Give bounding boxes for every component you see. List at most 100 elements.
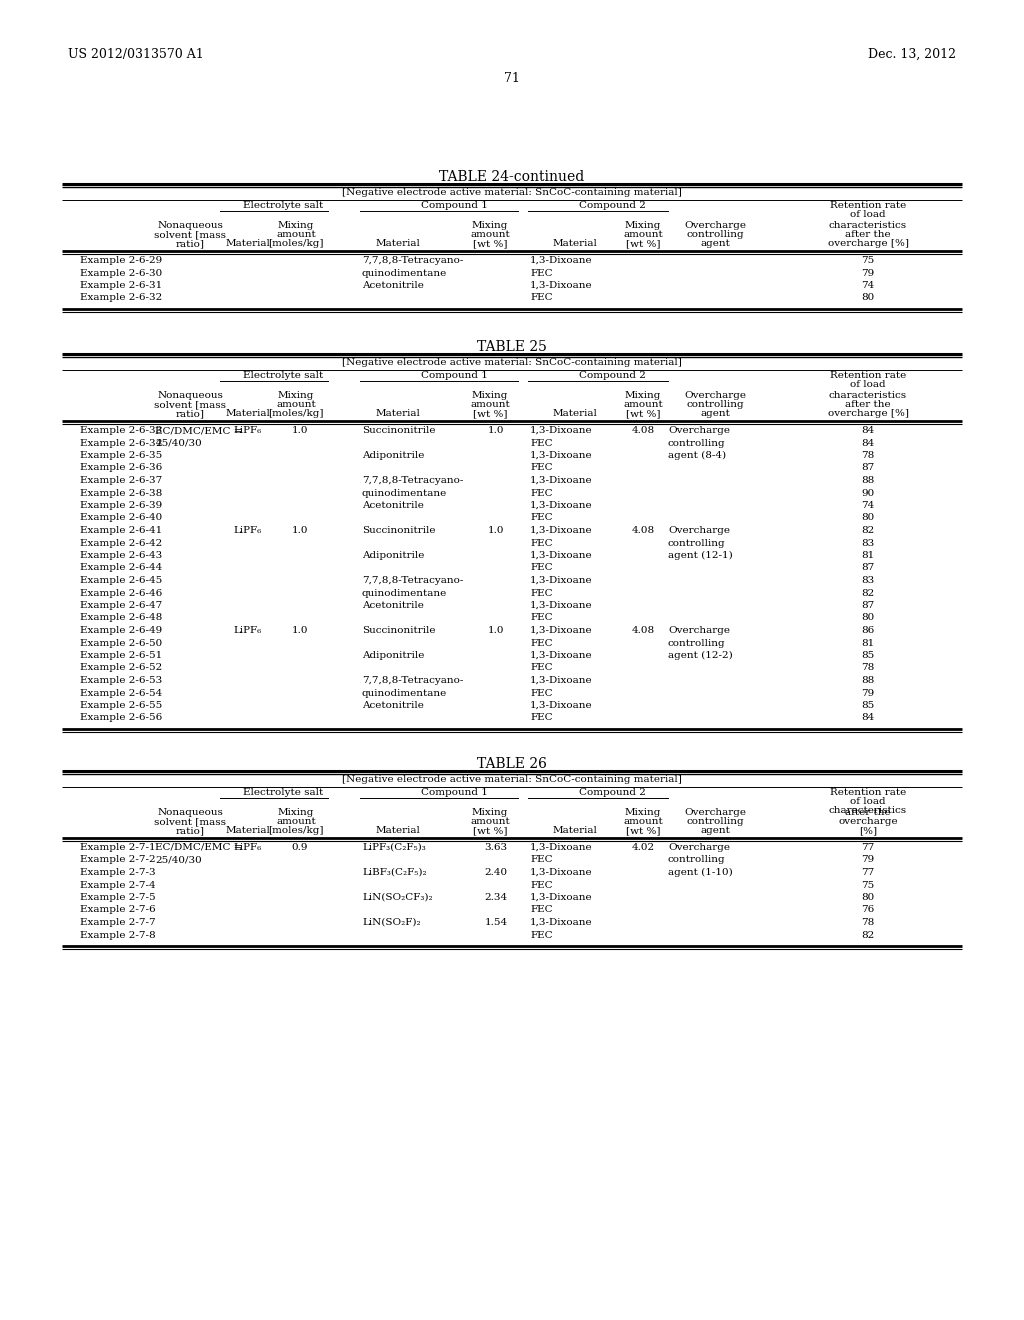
Text: 7,7,8,8-Tetracyano-: 7,7,8,8-Tetracyano- (362, 676, 464, 685)
Text: agent (12-1): agent (12-1) (668, 550, 733, 560)
Text: 1.0: 1.0 (292, 426, 308, 436)
Text: Nonaqueous: Nonaqueous (157, 220, 223, 230)
Text: 87: 87 (861, 564, 874, 573)
Text: 2.40: 2.40 (484, 869, 508, 876)
Text: Material: Material (376, 826, 421, 836)
Text: Compound 1: Compound 1 (421, 788, 487, 797)
Text: quinodimentane: quinodimentane (362, 488, 447, 498)
Text: 1,3-Dixoane: 1,3-Dixoane (530, 256, 593, 265)
Text: EC/DMC/EMC =: EC/DMC/EMC = (155, 426, 243, 436)
Text: 1.0: 1.0 (292, 626, 308, 635)
Text: overcharge: overcharge (839, 817, 898, 826)
Text: 1,3-Dixoane: 1,3-Dixoane (530, 426, 593, 436)
Text: 74: 74 (861, 281, 874, 290)
Text: agent (12-2): agent (12-2) (668, 651, 733, 660)
Text: Mixing: Mixing (278, 808, 314, 817)
Text: Material: Material (376, 239, 421, 248)
Text: 1.0: 1.0 (487, 426, 504, 436)
Text: Example 2-7-4: Example 2-7-4 (80, 880, 156, 890)
Text: Example 2-6-50: Example 2-6-50 (80, 639, 162, 648)
Text: Overcharge: Overcharge (684, 391, 746, 400)
Text: Mixing: Mixing (625, 808, 662, 817)
Text: 3.63: 3.63 (484, 843, 508, 851)
Text: Dec. 13, 2012: Dec. 13, 2012 (868, 48, 956, 61)
Text: 90: 90 (861, 488, 874, 498)
Text: Example 2-6-53: Example 2-6-53 (80, 676, 162, 685)
Text: Compound 1: Compound 1 (421, 371, 487, 380)
Text: Adiponitrile: Adiponitrile (362, 550, 424, 560)
Text: Example 2-6-38: Example 2-6-38 (80, 488, 162, 498)
Text: LiPF₆: LiPF₆ (233, 525, 262, 535)
Text: Overcharge: Overcharge (668, 426, 730, 436)
Text: LiPF₆: LiPF₆ (233, 426, 262, 436)
Text: FEC: FEC (530, 589, 553, 598)
Text: 1.0: 1.0 (487, 626, 504, 635)
Text: 79: 79 (861, 268, 874, 277)
Text: FEC: FEC (530, 463, 553, 473)
Text: 2.34: 2.34 (484, 894, 508, 902)
Text: 1,3-Dixoane: 1,3-Dixoane (530, 525, 593, 535)
Text: Material: Material (553, 409, 597, 418)
Text: Example 2-7-7: Example 2-7-7 (80, 917, 156, 927)
Text: Overcharge: Overcharge (668, 626, 730, 635)
Text: 1,3-Dixoane: 1,3-Dixoane (530, 626, 593, 635)
Text: 78: 78 (861, 664, 874, 672)
Text: Mixing: Mixing (472, 391, 508, 400)
Text: US 2012/0313570 A1: US 2012/0313570 A1 (68, 48, 204, 61)
Text: amount: amount (276, 400, 315, 409)
Text: 88: 88 (861, 477, 874, 484)
Text: 78: 78 (861, 917, 874, 927)
Text: 77: 77 (861, 869, 874, 876)
Text: characteristics: characteristics (829, 391, 907, 400)
Text: Overcharge: Overcharge (668, 525, 730, 535)
Text: 87: 87 (861, 463, 874, 473)
Text: Example 2-6-37: Example 2-6-37 (80, 477, 162, 484)
Text: Acetonitrile: Acetonitrile (362, 281, 424, 290)
Text: 84: 84 (861, 438, 874, 447)
Text: 80: 80 (861, 614, 874, 623)
Text: 1,3-Dixoane: 1,3-Dixoane (530, 502, 593, 510)
Text: Retention rate: Retention rate (829, 201, 906, 210)
Text: [Negative electrode active material: SnCoC-containing material]: [Negative electrode active material: SnC… (342, 358, 682, 367)
Text: Example 2-7-1: Example 2-7-1 (80, 843, 156, 851)
Text: [moles/kg]: [moles/kg] (268, 239, 324, 248)
Text: FEC: FEC (530, 293, 553, 302)
Text: controlling: controlling (668, 539, 726, 548)
Text: Example 2-6-47: Example 2-6-47 (80, 601, 162, 610)
Text: Succinonitrile: Succinonitrile (362, 426, 435, 436)
Text: 85: 85 (861, 651, 874, 660)
Text: controlling: controlling (686, 817, 743, 826)
Text: Compound 2: Compound 2 (579, 201, 645, 210)
Text: LiN(SO₂CF₃)₂: LiN(SO₂CF₃)₂ (362, 894, 432, 902)
Text: FEC: FEC (530, 488, 553, 498)
Text: 7,7,8,8-Tetracyano-: 7,7,8,8-Tetracyano- (362, 256, 464, 265)
Text: Overcharge: Overcharge (668, 843, 730, 851)
Text: Example 2-6-46: Example 2-6-46 (80, 589, 162, 598)
Text: Example 2-6-34: Example 2-6-34 (80, 438, 162, 447)
Text: 4.02: 4.02 (632, 843, 654, 851)
Text: amount: amount (470, 817, 510, 826)
Text: 1,3-Dixoane: 1,3-Dixoane (530, 601, 593, 610)
Text: TABLE 26: TABLE 26 (477, 756, 547, 771)
Text: 80: 80 (861, 293, 874, 302)
Text: Overcharge: Overcharge (684, 220, 746, 230)
Text: Acetonitrile: Acetonitrile (362, 502, 424, 510)
Text: Example 2-7-5: Example 2-7-5 (80, 894, 156, 902)
Text: LiPF₆: LiPF₆ (233, 626, 262, 635)
Text: Mixing: Mixing (278, 220, 314, 230)
Text: 87: 87 (861, 601, 874, 610)
Text: agent (8-4): agent (8-4) (668, 451, 726, 461)
Text: Example 2-6-36: Example 2-6-36 (80, 463, 162, 473)
Text: Mixing: Mixing (472, 808, 508, 817)
Text: [wt %]: [wt %] (473, 239, 507, 248)
Text: 25/40/30: 25/40/30 (155, 855, 202, 865)
Text: Example 2-6-40: Example 2-6-40 (80, 513, 162, 523)
Text: [moles/kg]: [moles/kg] (268, 409, 324, 418)
Text: 1,3-Dixoane: 1,3-Dixoane (530, 843, 593, 851)
Text: TABLE 25: TABLE 25 (477, 341, 547, 354)
Text: controlling: controlling (668, 438, 726, 447)
Text: 81: 81 (861, 550, 874, 560)
Text: 1.0: 1.0 (292, 525, 308, 535)
Text: solvent [mass: solvent [mass (154, 400, 226, 409)
Text: Example 2-7-2: Example 2-7-2 (80, 855, 156, 865)
